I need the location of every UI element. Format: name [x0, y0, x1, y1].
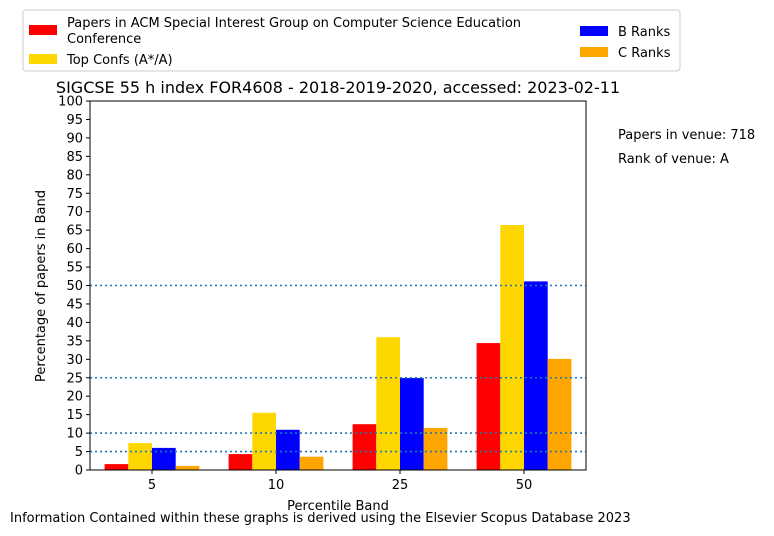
x-tick-label-50: 50	[516, 478, 533, 493]
bar-c-10	[299, 456, 324, 470]
bar-c-50	[547, 358, 572, 470]
y-tick-label-50: 50	[66, 279, 83, 294]
x-tick-label-10: 10	[268, 478, 285, 493]
y-tick-label-100: 100	[58, 95, 83, 110]
bar-top-5	[128, 443, 152, 470]
y-tick-label-55: 55	[66, 261, 83, 276]
papers-in-venue-note: Papers in venue: 718	[618, 128, 756, 143]
bar-top-10	[252, 412, 276, 470]
y-tick-label-75: 75	[66, 187, 83, 202]
y-tick-label-85: 85	[66, 150, 83, 165]
y-tick-label-15: 15	[66, 408, 83, 423]
bar-b-5	[152, 447, 176, 470]
legend-label-top-confs: Top Confs (A*/A)	[66, 53, 173, 68]
x-tick-label-25: 25	[392, 478, 409, 493]
y-tick-label-95: 95	[66, 113, 83, 128]
y-tick-label-90: 90	[66, 131, 83, 146]
x-axis-label: Percentile Band	[287, 499, 389, 514]
bar-c-5	[175, 465, 200, 470]
bar-papers-25	[352, 424, 377, 470]
legend-swatch-c-ranks	[580, 47, 608, 57]
y-axis-label: Percentage of papers in Band	[34, 190, 49, 382]
y-tick-label-60: 60	[66, 242, 83, 257]
bar-papers-50	[476, 343, 501, 470]
y-tick-label-45: 45	[66, 297, 83, 312]
bar-b-50	[524, 281, 548, 470]
legend-swatch-b-ranks	[580, 26, 608, 36]
legend-label-papers-line2: Conference	[67, 32, 141, 47]
legend-label-b-ranks: B Ranks	[618, 25, 671, 40]
y-tick-label-70: 70	[66, 205, 83, 220]
y-axis: 0 5 10 15 20 25 30 35 40 45 50 55 60 65 70 75 80 85 90 95 10…	[58, 95, 90, 479]
legend-swatch-top-confs	[29, 54, 57, 64]
y-tick-label-25: 25	[66, 371, 83, 386]
y-tick-label-20: 20	[66, 390, 83, 405]
y-tick-label-35: 35	[66, 334, 83, 349]
legend-swatch-papers	[29, 25, 57, 35]
y-tick-label-30: 30	[66, 353, 83, 368]
bars-layer	[104, 225, 572, 470]
chart-title: SIGCSE 55 h index FOR4608 - 2018-2019-20…	[56, 78, 620, 97]
plot-frame	[89, 100, 587, 471]
x-axis: 5 10 25 50	[148, 470, 532, 493]
footer-source-note: Information Contained within these graph…	[10, 511, 631, 526]
y-tick-label-5: 5	[75, 445, 83, 460]
y-tick-label-65: 65	[66, 224, 83, 239]
bar-b-25	[400, 378, 424, 470]
y-tick-label-10: 10	[66, 427, 83, 442]
y-tick-label-40: 40	[66, 316, 83, 331]
bar-papers-5	[104, 464, 129, 470]
bar-c-25	[423, 427, 448, 470]
bar-b-10	[276, 429, 300, 470]
x-tick-label-5: 5	[148, 478, 156, 493]
legend-label-papers-line1: Papers in ACM Special Interest Group on …	[67, 16, 521, 31]
bar-papers-10	[228, 454, 253, 470]
legend: Papers in ACM Special Interest Group on …	[22, 9, 681, 72]
legend-label-c-ranks: C Ranks	[618, 46, 671, 61]
rank-of-venue-note: Rank of venue: A	[618, 152, 729, 167]
y-tick-label-80: 80	[66, 168, 83, 183]
legend-frame	[22, 9, 681, 72]
bar-top-25	[376, 337, 400, 470]
y-tick-label-0: 0	[75, 464, 83, 479]
